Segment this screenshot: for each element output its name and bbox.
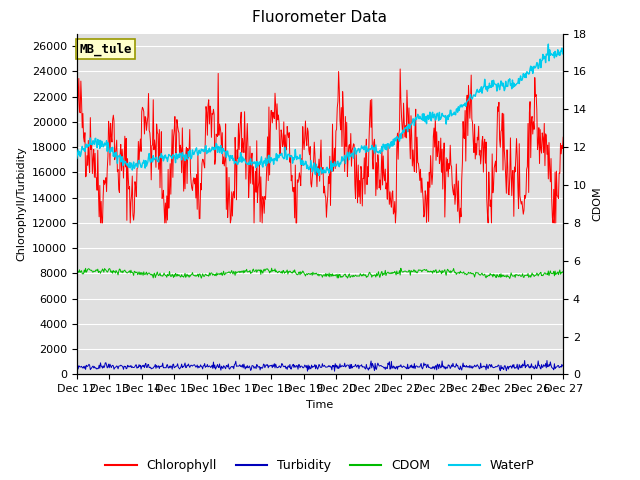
Y-axis label: Chlorophyll/Turbidity: Chlorophyll/Turbidity bbox=[16, 146, 26, 262]
Y-axis label: CDOM: CDOM bbox=[593, 187, 603, 221]
X-axis label: Time: Time bbox=[307, 400, 333, 409]
Text: MB_tule: MB_tule bbox=[79, 42, 132, 56]
Legend: Chlorophyll, Turbidity, CDOM, WaterP: Chlorophyll, Turbidity, CDOM, WaterP bbox=[100, 454, 540, 477]
Text: Fluorometer Data: Fluorometer Data bbox=[253, 10, 387, 24]
